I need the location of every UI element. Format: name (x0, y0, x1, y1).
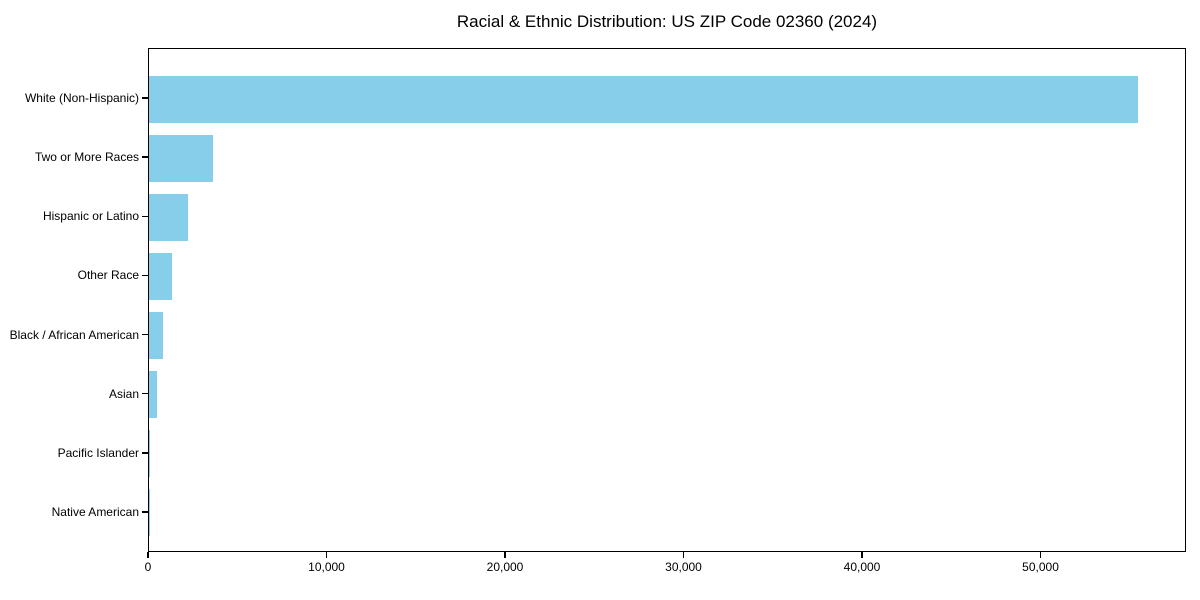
y-tick-mark (142, 511, 148, 513)
x-tick-mark (861, 552, 863, 558)
y-tick-label: Other Race (77, 268, 139, 283)
bar-asian (149, 371, 158, 419)
bar-two-or-more-races (149, 134, 214, 182)
y-tick-mark (142, 97, 148, 99)
y-tick-mark (142, 274, 148, 277)
y-tick-label: Two or More Races (34, 150, 139, 165)
y-tick-mark (142, 156, 148, 158)
y-tick-label: Pacific Islander (57, 445, 139, 460)
y-tick-label: Asian (108, 386, 139, 401)
x-tick-label: 0 (144, 560, 152, 574)
plot-area (148, 48, 1186, 552)
x-tick-label: 30,000 (665, 560, 702, 574)
x-tick-mark (147, 552, 149, 558)
y-tick-mark (142, 215, 148, 218)
y-tick-label: Native American (51, 504, 139, 519)
x-tick-mark (682, 552, 685, 558)
x-tick-label: 40,000 (843, 560, 881, 574)
y-tick-mark (142, 392, 148, 395)
y-tick-label: Hispanic or Latino (42, 209, 139, 224)
bar-white-non-hispanic (149, 75, 1138, 123)
y-tick-mark (142, 452, 148, 454)
bar-hispanic-or-latino (149, 193, 189, 241)
x-tick-label: 20,000 (486, 560, 524, 574)
x-tick-label: 10,000 (308, 560, 345, 574)
x-tick-mark (1039, 552, 1042, 558)
chart-title: Racial & Ethnic Distribution: US ZIP Cod… (456, 12, 878, 31)
y-tick-mark (142, 333, 148, 336)
x-tick-mark (504, 552, 506, 558)
y-tick-label: Black / African American (9, 327, 139, 342)
bar-pacific-islander (149, 430, 151, 478)
bar-black-african-american (149, 312, 164, 360)
bar-other-race (149, 252, 173, 300)
x-tick-mark (325, 552, 328, 558)
x-tick-label: 50,000 (1022, 560, 1059, 574)
y-tick-label: White (Non-Hispanic) (24, 91, 139, 105)
